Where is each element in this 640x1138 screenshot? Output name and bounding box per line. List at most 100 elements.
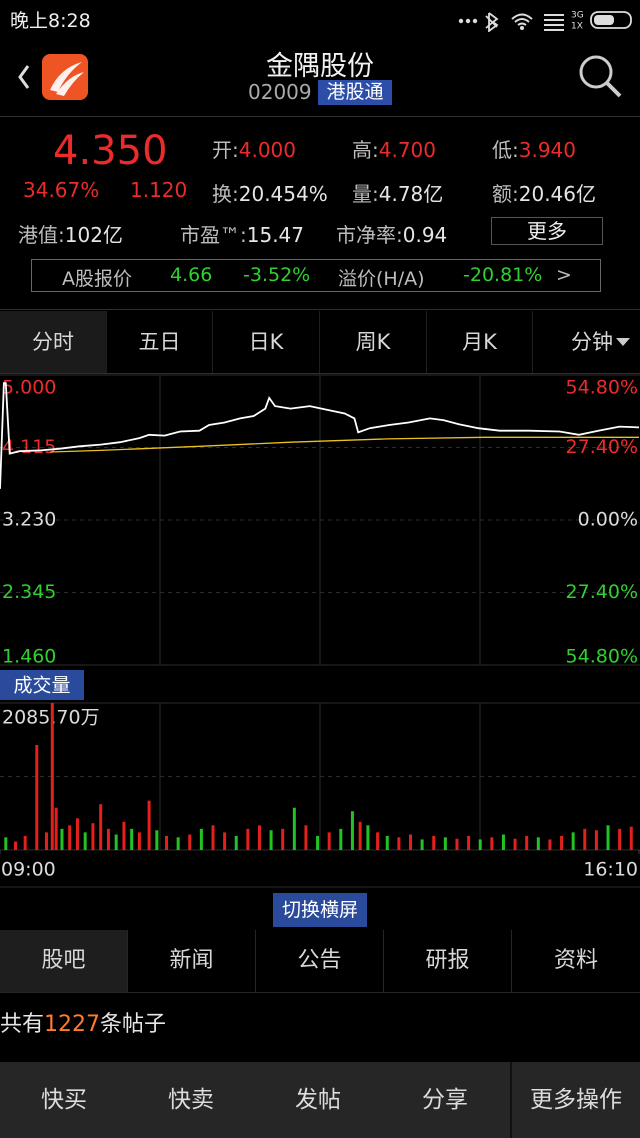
value: 20.454% <box>238 182 328 206</box>
volume-bar <box>246 828 250 850</box>
divider <box>0 992 640 993</box>
action-button[interactable]: 更多操作 <box>530 1087 622 1113</box>
label: 换: <box>212 182 239 206</box>
tab[interactable]: 分钟 <box>571 330 613 354</box>
volume-bar <box>176 837 180 850</box>
volume-bar <box>292 807 296 850</box>
y-tick-label: 5.000 <box>2 377 56 399</box>
tab[interactable]: 日K <box>213 311 320 373</box>
change-amount: 1.120 <box>130 178 188 202</box>
open: 开:4.000 <box>212 134 296 163</box>
volume-bar <box>560 835 564 850</box>
volume-bar <box>548 839 552 850</box>
status-network-top: 3G <box>571 11 584 21</box>
volume-bar <box>281 828 285 850</box>
premium-value: -20.81% <box>463 264 543 286</box>
search-button[interactable] <box>572 50 628 102</box>
value: 4.78亿 <box>378 182 444 206</box>
y2-tick-label: 54.80% <box>566 646 638 668</box>
volume-bar <box>35 744 39 850</box>
volume-bar <box>571 832 575 850</box>
action-button[interactable]: 分享 <box>422 1087 468 1113</box>
volume-bar <box>594 830 598 850</box>
y-tick-label: 1.460 <box>2 646 56 668</box>
volume-bar <box>478 839 482 850</box>
premium-label: 溢价(H/A) <box>338 268 425 290</box>
more-button[interactable]: 更多 <box>491 217 603 245</box>
news-tab[interactable]: 新闻 <box>128 930 256 992</box>
back-button[interactable] <box>18 65 30 89</box>
value: 20.46亿 <box>518 182 597 206</box>
stock-badge: 港股通 <box>318 80 392 105</box>
volume-bar <box>106 828 110 850</box>
volume-bar <box>409 834 413 850</box>
news-tab[interactable]: 研报 <box>384 930 512 992</box>
count: 1227 <box>44 1012 101 1037</box>
volume-bar <box>304 825 308 850</box>
rotate-button[interactable]: 切换横屏 <box>273 893 367 927</box>
volume-bar <box>327 832 331 850</box>
volume-bar <box>114 834 118 850</box>
volume-bar <box>155 830 159 850</box>
action-button[interactable]: 快买 <box>41 1087 87 1113</box>
news-tab[interactable]: 资料 <box>553 948 598 973</box>
action-button[interactable]: 快卖 <box>168 1087 214 1113</box>
news-tab[interactable]: 公告 <box>256 930 384 992</box>
value: 102亿 <box>64 223 123 247</box>
separator <box>510 1062 512 1138</box>
volume-bar <box>618 828 622 850</box>
volume-bar <box>130 828 134 850</box>
volume-bar <box>91 823 95 850</box>
x-tick-label: 09:00 <box>1 859 56 881</box>
text: 共有 <box>0 1012 45 1037</box>
pe-ratio: 市盈™:15.47 <box>180 219 304 248</box>
dropdown-icon <box>616 338 630 346</box>
volume-bar <box>50 703 54 850</box>
a-share-price: 4.66 <box>170 264 213 286</box>
volume-bar <box>420 839 424 850</box>
status-time: 晚上8:28 <box>10 10 91 32</box>
volume-bar <box>223 832 227 850</box>
volume-bar <box>606 825 610 850</box>
market-cap: 港值:102亿 <box>18 219 123 248</box>
volume-bar <box>147 800 151 850</box>
low: 低:3.940 <box>492 134 576 163</box>
volume-bar <box>397 837 401 850</box>
volume-title: 成交量 <box>13 675 70 697</box>
volume-bar <box>490 837 494 850</box>
charts: 5.0004.1153.2302.3451.46054.80%27.40%0.0… <box>0 374 640 888</box>
tab[interactable]: 五日 <box>107 311 213 373</box>
x-tick-label: 16:10 <box>583 859 638 881</box>
volume-bar <box>316 835 320 850</box>
action-button[interactable]: 发帖 <box>295 1087 341 1113</box>
news-tab-selected[interactable]: 股吧 <box>0 930 128 992</box>
volume-bar <box>99 804 103 850</box>
tab-selected[interactable]: 分时 <box>0 311 107 373</box>
header-left-icons <box>18 54 88 100</box>
a-share-change: -3.52% <box>243 264 311 286</box>
volume-bar <box>234 835 238 850</box>
arrow: > <box>556 264 572 286</box>
stock-code: 02009 <box>248 80 312 104</box>
value: 0.94 <box>402 223 448 247</box>
volume-bar <box>376 832 380 850</box>
volume-bar <box>339 828 343 850</box>
volume-bar <box>525 835 529 850</box>
volume-bar <box>366 825 370 850</box>
label: 市净率: <box>336 223 403 247</box>
volume-bar <box>137 832 141 850</box>
volume-bar <box>443 837 447 850</box>
tab[interactable]: 周K <box>320 311 427 373</box>
volume-bar <box>583 828 587 850</box>
label: 额: <box>492 182 519 206</box>
divider <box>0 373 640 374</box>
tab[interactable]: 月K <box>427 311 533 373</box>
a-share-box[interactable] <box>31 259 601 292</box>
volume-bar <box>199 828 203 850</box>
price-line <box>0 382 640 489</box>
label: 开: <box>212 138 239 162</box>
stock-name: 金隅股份 <box>266 51 374 82</box>
label: 港值: <box>18 223 65 247</box>
volume-bar <box>385 835 389 850</box>
value: 4.700 <box>378 138 437 162</box>
